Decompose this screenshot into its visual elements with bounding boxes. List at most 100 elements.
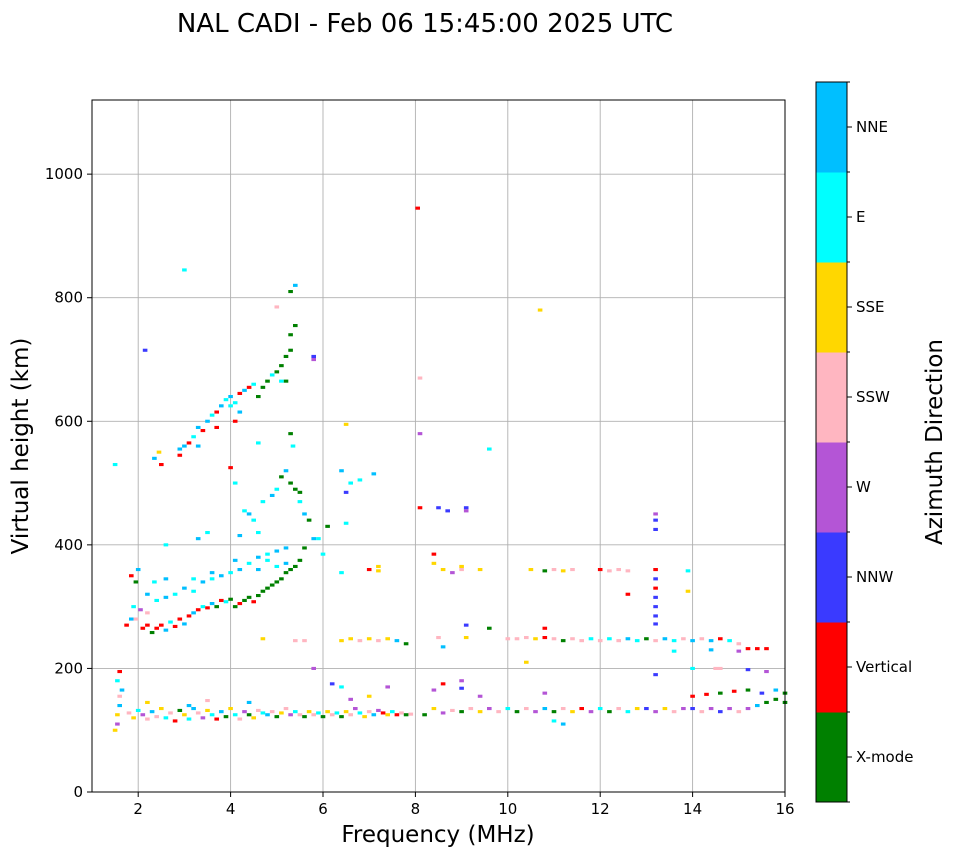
echo-point-0-45 bbox=[297, 713, 303, 717]
echo-point-0-13 bbox=[149, 710, 155, 714]
echo-point-2-14 bbox=[228, 395, 233, 399]
echo-point-0-22 bbox=[191, 707, 196, 711]
plot-area bbox=[92, 100, 785, 792]
echo-point-3-16 bbox=[560, 639, 566, 643]
echo-point-0-126 bbox=[459, 679, 464, 683]
echo-point-0-17 bbox=[168, 711, 173, 715]
echo-point-5-29 bbox=[343, 422, 349, 426]
echo-point-1-56 bbox=[246, 561, 252, 565]
x-tick-label-0: 2 bbox=[133, 800, 143, 818]
echo-point-0-0 bbox=[115, 722, 120, 726]
echo-point-4-9 bbox=[551, 568, 557, 572]
echo-point-0-132 bbox=[690, 666, 695, 670]
echo-point-5-28 bbox=[256, 441, 261, 445]
echo-point-1-58 bbox=[265, 552, 270, 556]
echo-point-0-5 bbox=[115, 679, 120, 683]
echo-point-5-62 bbox=[653, 673, 658, 677]
x-tick-label-4: 10 bbox=[498, 800, 517, 818]
echo-point-0-72 bbox=[440, 711, 446, 715]
echo-point-3-9 bbox=[463, 636, 469, 640]
echo-point-0-122 bbox=[348, 697, 353, 701]
echo-point-5-2 bbox=[163, 543, 169, 547]
echo-point-1-27 bbox=[237, 602, 243, 606]
echo-point-4-12 bbox=[597, 568, 603, 572]
echo-point-2-29 bbox=[293, 324, 298, 328]
echo-point-2-16 bbox=[237, 391, 243, 395]
echo-point-0-98 bbox=[681, 707, 686, 711]
echo-point-5-38 bbox=[417, 432, 423, 436]
echo-point-5-1 bbox=[142, 348, 148, 352]
echo-point-0-40 bbox=[274, 715, 280, 719]
chart-title: NAL CADI - Feb 06 15:45:00 2025 UTC bbox=[177, 9, 673, 39]
echo-point-4-10 bbox=[560, 569, 566, 573]
echo-point-5-54 bbox=[653, 577, 658, 581]
colorbar-swatch-1 bbox=[816, 622, 847, 713]
echo-point-5-41 bbox=[445, 509, 450, 513]
echo-point-1-17 bbox=[191, 611, 196, 615]
x-tick-label-1: 4 bbox=[226, 800, 236, 818]
echo-point-0-129 bbox=[542, 691, 548, 695]
echo-point-0-85 bbox=[560, 707, 566, 711]
echo-point-0-58 bbox=[357, 711, 363, 715]
echo-point-4-1 bbox=[366, 568, 372, 572]
echo-point-1-70 bbox=[209, 571, 215, 575]
echo-point-5-63 bbox=[713, 666, 718, 670]
echo-point-1-28 bbox=[242, 598, 247, 602]
echo-point-1-1 bbox=[129, 617, 134, 621]
echo-point-3-0 bbox=[339, 639, 344, 643]
echo-point-5-25 bbox=[256, 531, 261, 535]
echo-point-3-19 bbox=[588, 637, 594, 641]
series-3 bbox=[260, 589, 769, 653]
echo-point-1-11 bbox=[163, 628, 169, 632]
echo-point-0-14 bbox=[154, 715, 159, 719]
echo-point-5-9 bbox=[246, 512, 252, 516]
echo-point-5-61 bbox=[487, 626, 492, 630]
echo-point-0-29 bbox=[223, 715, 229, 719]
echo-point-5-40 bbox=[436, 506, 441, 510]
echo-point-0-125 bbox=[440, 682, 446, 686]
echo-point-2-26 bbox=[283, 354, 289, 358]
echo-point-2-30 bbox=[283, 379, 289, 383]
echo-point-0-137 bbox=[339, 685, 344, 689]
echo-point-1-39 bbox=[293, 564, 298, 568]
echo-point-4-8 bbox=[542, 569, 548, 573]
echo-point-0-71 bbox=[431, 707, 437, 711]
echo-point-1-25 bbox=[228, 597, 233, 601]
echo-point-0-63 bbox=[380, 711, 386, 715]
echo-point-5-57 bbox=[653, 605, 658, 609]
echo-points bbox=[112, 206, 788, 732]
echo-point-1-19 bbox=[200, 605, 206, 609]
echo-point-0-81 bbox=[524, 707, 529, 711]
echo-point-5-59 bbox=[653, 622, 658, 626]
echo-point-0-46 bbox=[302, 715, 307, 719]
echo-point-0-89 bbox=[597, 707, 603, 711]
echo-point-2-37 bbox=[177, 447, 183, 451]
echo-point-5-16 bbox=[288, 481, 293, 485]
echo-point-5-58 bbox=[653, 614, 658, 618]
echo-point-5-37 bbox=[417, 376, 423, 380]
echo-point-0-82 bbox=[533, 710, 538, 714]
echo-point-4-17 bbox=[685, 569, 691, 573]
echo-point-3-8 bbox=[436, 636, 441, 640]
echo-point-3-7 bbox=[403, 642, 409, 646]
echo-point-5-65 bbox=[542, 626, 548, 630]
echo-point-0-77 bbox=[487, 707, 492, 711]
echo-point-1-36 bbox=[279, 577, 284, 581]
colorbar-tick-label-1: Vertical bbox=[856, 658, 912, 676]
echo-point-0-99 bbox=[690, 707, 695, 711]
echo-point-1-26 bbox=[232, 605, 238, 609]
colorbar-tick-label-4: SSW bbox=[856, 388, 890, 406]
echo-point-3-3 bbox=[366, 637, 372, 641]
echo-point-1-10 bbox=[159, 623, 164, 627]
echo-point-0-9 bbox=[131, 716, 136, 720]
echo-point-5-24 bbox=[237, 534, 243, 538]
echo-point-0-80 bbox=[514, 710, 520, 714]
echo-point-1-68 bbox=[163, 577, 169, 581]
echo-point-1-59 bbox=[274, 549, 280, 553]
echo-point-1-32 bbox=[260, 589, 266, 593]
echo-point-5-15 bbox=[283, 469, 289, 473]
echo-point-3-44 bbox=[302, 639, 307, 643]
echo-point-0-116 bbox=[773, 688, 779, 692]
series-5 bbox=[112, 206, 718, 677]
